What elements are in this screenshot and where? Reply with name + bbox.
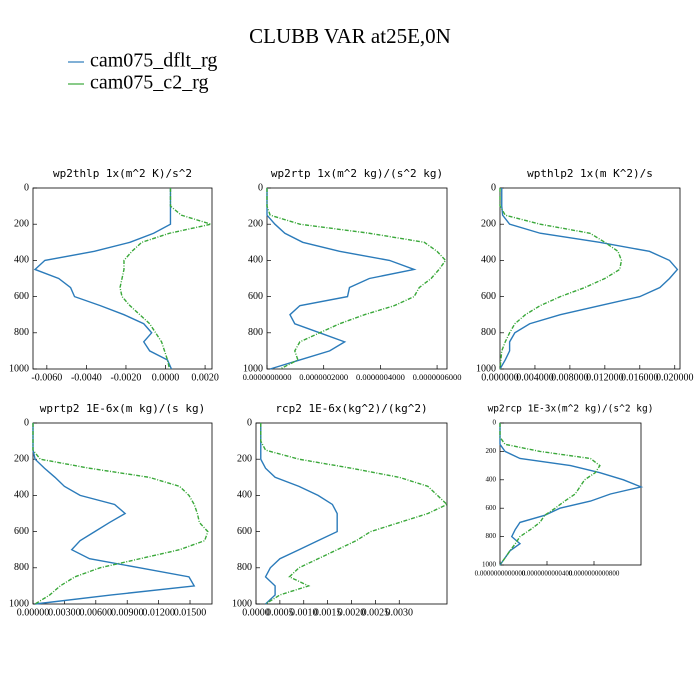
x-tick-label: 0.0020 (338, 607, 366, 618)
panel-title: wp2rtp 1x(m^2 kg)/(s^2 kg) (271, 167, 443, 180)
y-tick-label: 200 (486, 447, 497, 455)
x-tick-label: 0.00900 (111, 607, 144, 618)
y-tick-label: 200 (14, 453, 29, 464)
x-tick-label: 0.00000 (17, 607, 50, 618)
y-tick-label: 400 (14, 490, 29, 501)
profile-line (499, 423, 601, 566)
y-tick-label: 800 (237, 562, 252, 573)
y-tick-label: 200 (481, 218, 496, 229)
x-tick-label: -0.0020 (111, 372, 142, 383)
y-tick-label: 1000 (9, 598, 29, 609)
profile-line (260, 423, 449, 605)
y-tick-label: 0 (24, 417, 29, 428)
y-tick-label: 1000 (243, 363, 263, 374)
y-tick-label: 0 (24, 182, 29, 193)
x-tick-label: 0.0020 (191, 372, 219, 383)
legend-label: cam075_c2_rg (90, 72, 209, 94)
profile-line (266, 188, 417, 370)
y-tick-label: 800 (14, 327, 29, 338)
x-tick-label: 0.008000 (551, 372, 589, 383)
y-tick-label: 600 (14, 526, 29, 537)
x-tick-label: -0.0040 (71, 372, 102, 383)
x-tick-label: 0.0025 (362, 607, 390, 618)
plot-frame (255, 422, 448, 605)
y-tick-label: 0 (247, 417, 252, 428)
y-tick-label: 600 (248, 291, 263, 302)
y-tick-label: 400 (486, 475, 497, 483)
x-tick-label: 0.0000006000 (413, 372, 462, 382)
legend-label: cam075_dflt_rg (90, 50, 217, 72)
y-tick-label: 800 (481, 327, 496, 338)
y-tick-label: 600 (481, 291, 496, 302)
y-tick-label: 800 (248, 327, 263, 338)
y-tick-label: 200 (248, 218, 263, 229)
x-tick-label: 0.01200 (142, 607, 175, 618)
x-tick-label: 0.0000 (242, 607, 270, 618)
y-tick-label: 1000 (482, 561, 497, 569)
profile-line (32, 423, 196, 605)
y-tick-label: 0 (493, 419, 497, 427)
panel-title: wp2thlp 1x(m^2 K)/s^2 (53, 167, 192, 180)
x-tick-label: 0.0000000000000 (475, 570, 526, 578)
panel-title: wp2rcp 1E-3x(m^2 kg)/(s^2 kg) (488, 404, 654, 415)
x-tick-label: 0.0000000000400 (522, 570, 573, 578)
y-tick-label: 200 (14, 218, 29, 229)
x-tick-label: 0.0005 (266, 607, 294, 618)
x-tick-label: 0.0000002000 (299, 372, 348, 382)
y-tick-label: 800 (14, 562, 29, 573)
y-tick-label: 400 (14, 255, 29, 266)
x-tick-label: 0.01500 (174, 607, 207, 618)
y-tick-label: 1000 (232, 598, 252, 609)
x-tick-label: 0.0000000000 (243, 372, 292, 382)
y-tick-label: 600 (486, 504, 497, 512)
y-tick-label: 800 (486, 532, 497, 540)
y-tick-label: 0 (258, 182, 263, 193)
chart-title: CLUBB VAR at25E,0N (249, 24, 451, 48)
x-tick-label: 0.012000 (586, 372, 624, 383)
y-tick-label: 1000 (9, 363, 29, 374)
y-tick-label: 400 (248, 255, 263, 266)
x-tick-label: 0.0000000000800 (569, 570, 620, 578)
x-tick-label: 0.0000004000 (356, 372, 405, 382)
x-tick-label: 0.004000 (516, 372, 554, 383)
plot-frame (266, 187, 448, 370)
y-tick-label: 600 (237, 526, 252, 537)
x-tick-label: 0.00300 (48, 607, 81, 618)
x-tick-label: 0.0010 (290, 607, 318, 618)
x-tick-label: 0.0000 (152, 372, 180, 383)
x-tick-label: 0.0030 (386, 607, 414, 618)
x-tick-label: 0.0015 (314, 607, 342, 618)
profile-line (266, 188, 447, 370)
panel-title: wprtp2 1E-6x(m kg)/(s kg) (40, 402, 206, 415)
y-tick-label: 0 (491, 182, 496, 193)
x-tick-label: -0.0060 (31, 372, 62, 383)
x-tick-label: 0.00600 (80, 607, 113, 618)
profile-line (33, 188, 173, 370)
x-tick-label: 0.020000 (656, 372, 694, 383)
y-tick-label: 600 (14, 291, 29, 302)
plot-frame (499, 187, 681, 370)
profile-line (260, 423, 338, 605)
y-tick-label: 1000 (476, 363, 496, 374)
plot-frame (32, 187, 213, 370)
profile-line (499, 188, 679, 370)
y-tick-label: 400 (481, 255, 496, 266)
y-tick-label: 400 (237, 490, 252, 501)
profile-line (499, 423, 644, 566)
y-tick-label: 200 (237, 453, 252, 464)
x-tick-label: 0.016000 (621, 372, 659, 383)
panel-title: rcp2 1E-6x(kg^2)/(kg^2) (275, 402, 427, 415)
profile-line (32, 423, 209, 605)
plot-frame (499, 422, 642, 566)
plot-frame (32, 422, 213, 605)
profile-line (499, 188, 623, 370)
panel-title: wpthlp2 1x(m K^2)/s (527, 167, 653, 180)
x-tick-label: 0.000000 (481, 372, 519, 383)
profile-line (119, 188, 214, 370)
